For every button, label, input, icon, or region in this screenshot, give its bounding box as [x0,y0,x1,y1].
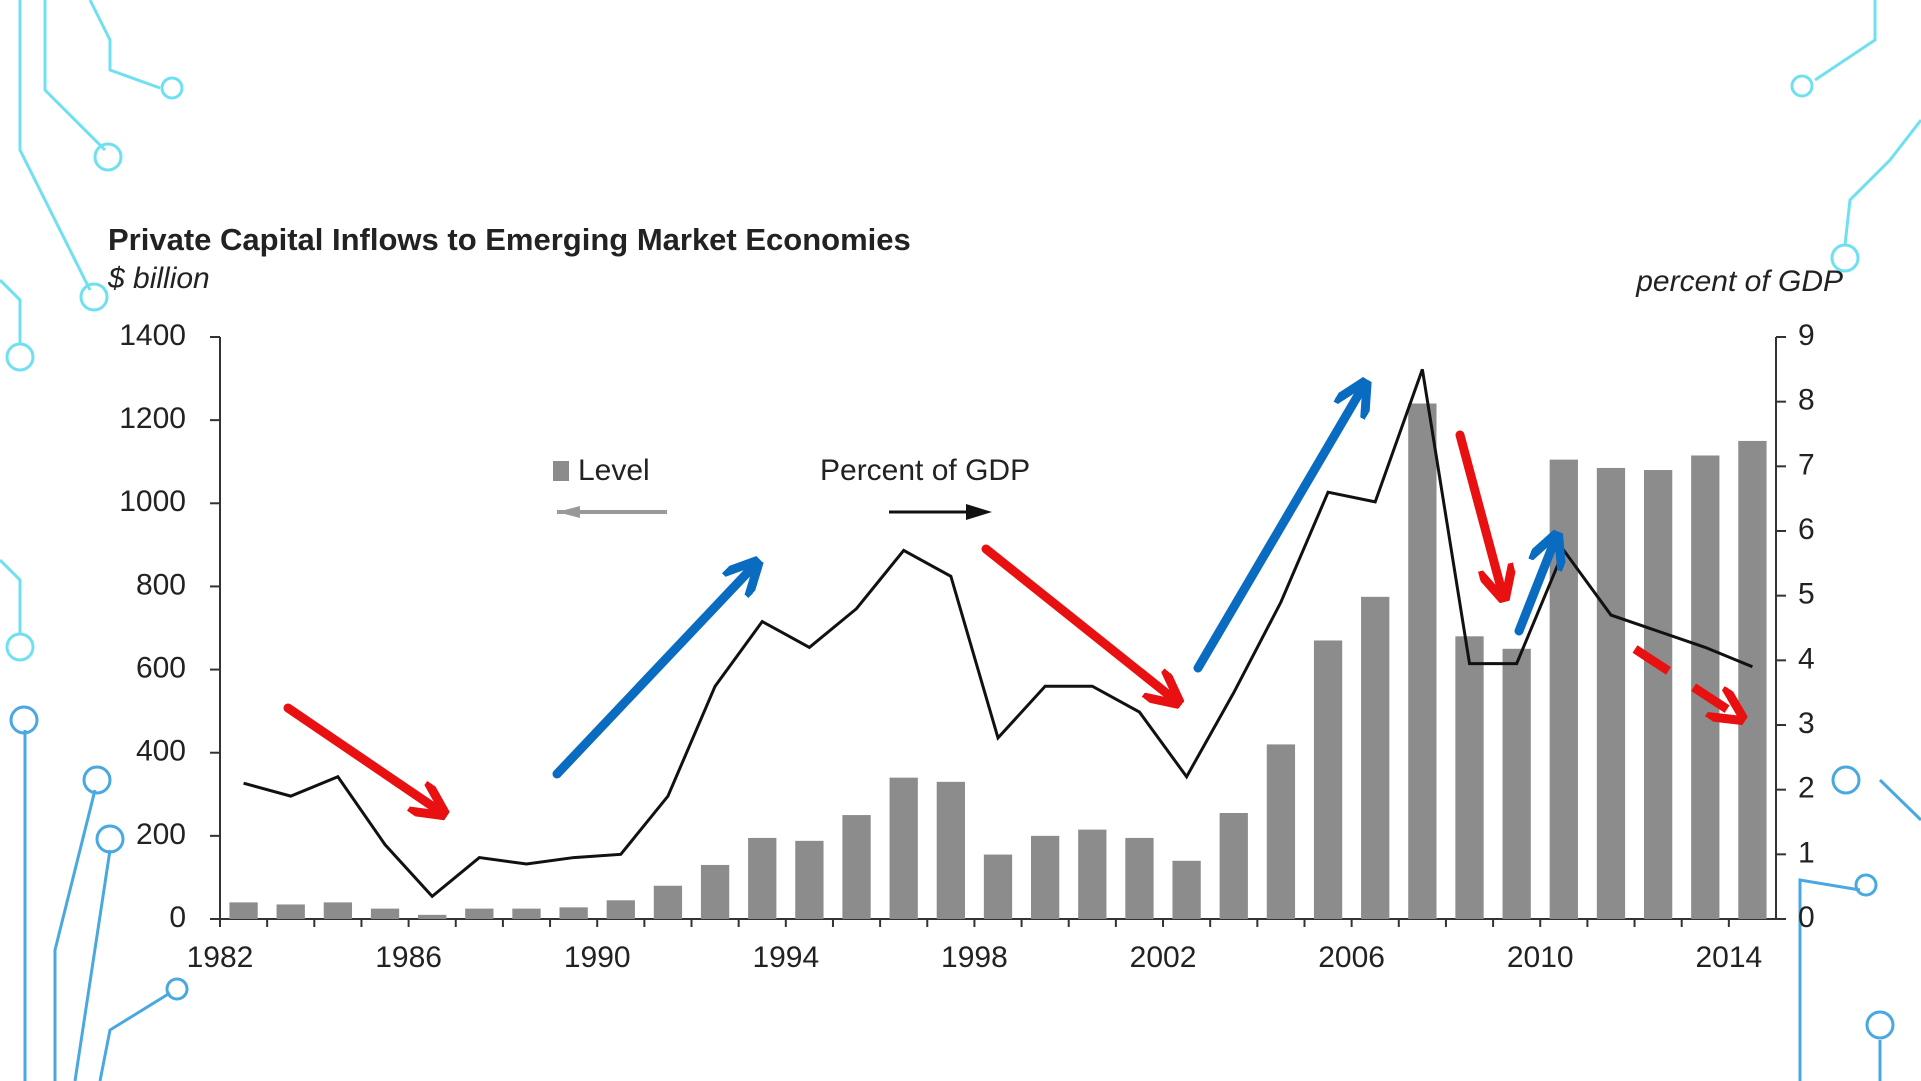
y2-tick-label: 9 [1798,319,1815,352]
y2-tick-label: 7 [1798,448,1815,481]
bar [1596,467,1626,919]
bar [1313,640,1343,919]
y-tick-label: 800 [136,568,186,601]
bar [559,907,588,919]
legend-label: Percent of GDP [820,454,1030,487]
y-axis-label: $ billion [107,262,210,295]
x-tick-label: 1986 [375,941,442,974]
x-tick-label: 2002 [1130,941,1197,974]
y-tick-label: 400 [136,735,186,768]
legend-arrow [557,506,580,518]
bar [653,885,683,919]
bar [276,904,305,919]
x-tick-label: 1994 [752,941,819,974]
bar [983,854,1013,919]
bar [1266,744,1296,919]
x-tick-label: 2010 [1507,941,1574,974]
bar [465,908,494,919]
legend: Level Percent of GDP [553,454,1030,520]
x-tick-label: 1998 [941,941,1008,974]
y2-axis-label: percent of GDP [1635,265,1843,298]
y-tick-label: 1400 [119,319,186,352]
y2-tick-label: 3 [1798,707,1815,740]
bar [370,908,400,919]
x-tick-label: 2006 [1318,941,1385,974]
line [243,368,1753,899]
bar [700,864,730,919]
bar [1643,470,1673,919]
y-tick-label: 1000 [119,485,186,518]
bar [1219,812,1248,919]
bar [936,781,965,919]
bar [512,908,541,919]
legend-arrow [966,504,992,520]
y2-tick-label: 0 [1798,901,1815,934]
y2-tick-label: 1 [1798,836,1815,869]
y-tick-label: 0 [169,901,186,934]
bar [1361,596,1390,919]
bar [1549,459,1578,919]
x-tick-label: 1982 [187,941,254,974]
bar [1502,648,1531,919]
bar [323,902,353,919]
y2-tick-label: 5 [1798,578,1815,611]
bar [606,900,635,919]
y2-tick-label: 4 [1798,642,1815,675]
bar [748,837,777,919]
y-tick-label: 600 [136,651,186,684]
y-tick-label: 1200 [119,402,186,435]
bar [1738,440,1767,919]
legend-label: Level [578,454,650,487]
legend-swatch [553,461,569,481]
annotation-arrows [283,392,1733,808]
bar [889,777,918,919]
x-tick-label: 2014 [1695,941,1762,974]
bar [1078,829,1107,919]
y2-tick-label: 6 [1798,513,1815,546]
bar [795,840,824,919]
bar [229,902,258,919]
y2-tick-label: 8 [1798,384,1815,417]
bar [418,914,447,919]
chart-title: Private Capital Inflows to Emerging Mark… [108,222,911,257]
bar [1408,403,1437,919]
bar [842,815,871,919]
bar [1455,636,1484,919]
bar [1125,837,1154,919]
bar [1031,835,1060,919]
plot: 0 200 400 600 800 1000 1200 1400 0 1 2 3 4 5 6 7 8 9 1982 1… [119,319,1814,974]
x-tick-label: 1990 [564,941,631,974]
y2-tick-label: 2 [1798,772,1815,805]
bar [1172,860,1201,919]
y-tick-label: 200 [136,818,186,851]
